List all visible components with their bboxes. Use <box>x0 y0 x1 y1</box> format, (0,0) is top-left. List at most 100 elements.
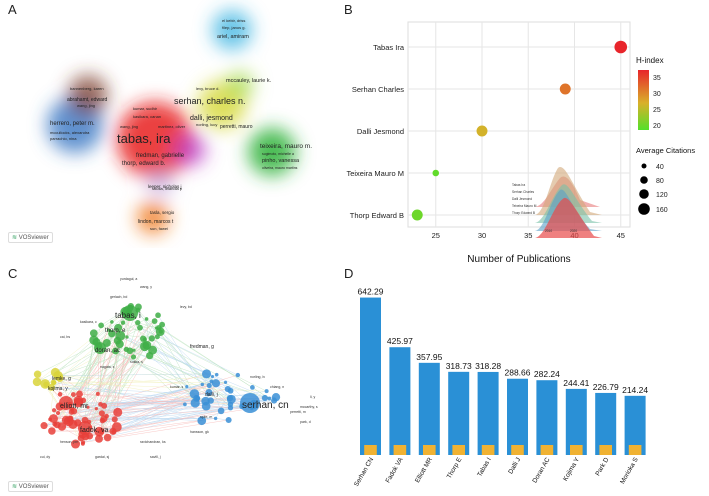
panel-c-edge <box>58 373 207 376</box>
panel-d-bar-base <box>364 445 377 455</box>
panel-c-node <box>137 324 143 331</box>
panel-c-small-label: chiang, n <box>270 385 284 389</box>
label-ariel: ariel, amiram <box>217 34 249 40</box>
legend-hindex-tick-30: 30 <box>653 91 661 98</box>
label-serhan: serhan, charles n. <box>174 96 246 106</box>
panel-d-category-label: Thorp E <box>446 456 464 480</box>
panel-b-xtick: 25 <box>432 231 440 240</box>
panel-c-node <box>73 395 84 406</box>
panel-c-edge <box>97 342 108 394</box>
panel-c-node <box>183 402 187 407</box>
panel-c-node <box>227 387 234 394</box>
panel-c-edge <box>87 383 216 408</box>
inset-tick-2020: 2020 <box>570 229 577 233</box>
panel-a-small-label: wang, jing <box>77 103 95 108</box>
panel-c-edge <box>85 412 118 437</box>
panel-c-edge <box>146 318 270 399</box>
panel-c-node <box>130 354 137 360</box>
panel-c-node <box>226 395 234 402</box>
panel-d-bar <box>389 347 411 445</box>
panel-d-value-label: 642.29 <box>358 287 384 297</box>
panel-c-node <box>101 402 108 409</box>
panel-a-small-label: kumar, sudhir <box>133 106 158 111</box>
panel-b-xlabel: Number of Publications <box>467 254 570 265</box>
panel-d-letter: D <box>344 266 354 281</box>
panel-d-value-label: 226.79 <box>593 382 619 392</box>
panel-c-edge <box>80 410 222 439</box>
panel-c-small-label: hansson, gk <box>190 430 209 434</box>
panel-d-value-label: 318.28 <box>475 361 501 371</box>
panel-c-node <box>59 396 73 410</box>
panel-c-edge <box>85 385 210 437</box>
panel-c-node <box>111 422 122 432</box>
panel-a-small-label: kasikara, canan <box>133 114 161 119</box>
panel-c-edge <box>130 305 231 408</box>
c-label-tabas: tabas, i <box>115 311 141 320</box>
panel-c-node <box>51 380 57 385</box>
panel-c-small-label: savill, j <box>150 455 161 459</box>
panel-c-edge <box>107 376 213 438</box>
panel-b-plot-bg <box>407 21 631 228</box>
cluster-purple-glow <box>174 134 206 166</box>
panel-c-edge <box>51 376 213 388</box>
panel-c-edge <box>126 336 187 387</box>
ridge-thorp <box>535 197 602 238</box>
panel-d-value-label: 214.24 <box>622 385 648 395</box>
panel-c-node <box>156 325 162 331</box>
panel-c-edge <box>87 407 118 413</box>
panel-c-node <box>210 375 215 379</box>
panel-c-node <box>205 388 213 397</box>
panel-a-small-label: el kebir, driss <box>222 18 245 23</box>
panel-c-network-map: serhan, cn tabas, i fredman, g thorp, e … <box>32 277 318 459</box>
panel-c-edge <box>137 310 231 408</box>
panel-c-edge <box>157 315 211 401</box>
panel-c-node <box>223 380 228 384</box>
panel-c-node <box>139 341 150 352</box>
c-label-doran: doran, ac <box>95 348 120 354</box>
panel-b-point <box>432 169 440 177</box>
panel-b-xtick: 45 <box>617 231 625 240</box>
panel-c-edge <box>51 387 277 398</box>
panel-c-edge <box>97 346 100 394</box>
vosviewer-label-a: VOSviewer <box>18 235 49 241</box>
panel-c-node <box>98 410 105 417</box>
panel-d-category-label: Serhan CN <box>353 456 375 488</box>
c-label-fredman: fredman, g <box>190 344 214 350</box>
panel-c-node <box>142 337 147 342</box>
label-herrero: herrero, peter m. <box>50 121 95 127</box>
inset-label-3: Teixeira Mauro M <box>512 204 537 208</box>
panel-c-node <box>80 441 85 446</box>
label-fredman: fredman, gabrielle <box>136 153 185 159</box>
cluster-red-glow <box>117 102 193 178</box>
panel-c-edge <box>122 322 217 375</box>
panel-b-ylabel: Serhan Charles <box>352 85 404 94</box>
panel-a-small-label: norling, lucy <box>196 122 217 127</box>
panel-c-edge <box>59 396 277 407</box>
panel-d-value-label: 425.97 <box>387 336 413 346</box>
panel-c-node <box>148 335 156 342</box>
panel-c-node <box>111 429 117 435</box>
panel-d-category-label: Tabas I <box>476 456 493 478</box>
panel-c-edge <box>83 340 95 401</box>
panel-c-node <box>98 428 105 435</box>
panel-c-node <box>113 407 123 417</box>
panel-c-edge <box>101 314 129 414</box>
panel-c-node <box>267 396 272 401</box>
panel-c-edge <box>54 382 185 405</box>
panel-d-bar-base <box>511 445 524 455</box>
legend-size-40 <box>641 163 647 169</box>
panel-c-edge <box>65 320 155 404</box>
vosviewer-badge-c: ≋ VOSviewer <box>8 481 53 492</box>
panel-d-value-label: 318.73 <box>446 361 472 371</box>
panel-c-small-label: sukka, s <box>130 360 143 364</box>
panel-c-edge <box>87 315 159 408</box>
panel-d-value-label: 244.41 <box>563 378 589 388</box>
panel-d-bar <box>624 395 646 445</box>
panel-c-node <box>71 439 81 449</box>
panel-b-xtick: 35 <box>524 231 532 240</box>
cluster-lavender-glow <box>146 168 174 196</box>
panel-c-node <box>103 433 112 442</box>
panel-c-node <box>95 391 100 396</box>
vosviewer-badge-a: ≋ VOSviewer <box>8 232 53 243</box>
panel-c-edge <box>82 406 242 435</box>
